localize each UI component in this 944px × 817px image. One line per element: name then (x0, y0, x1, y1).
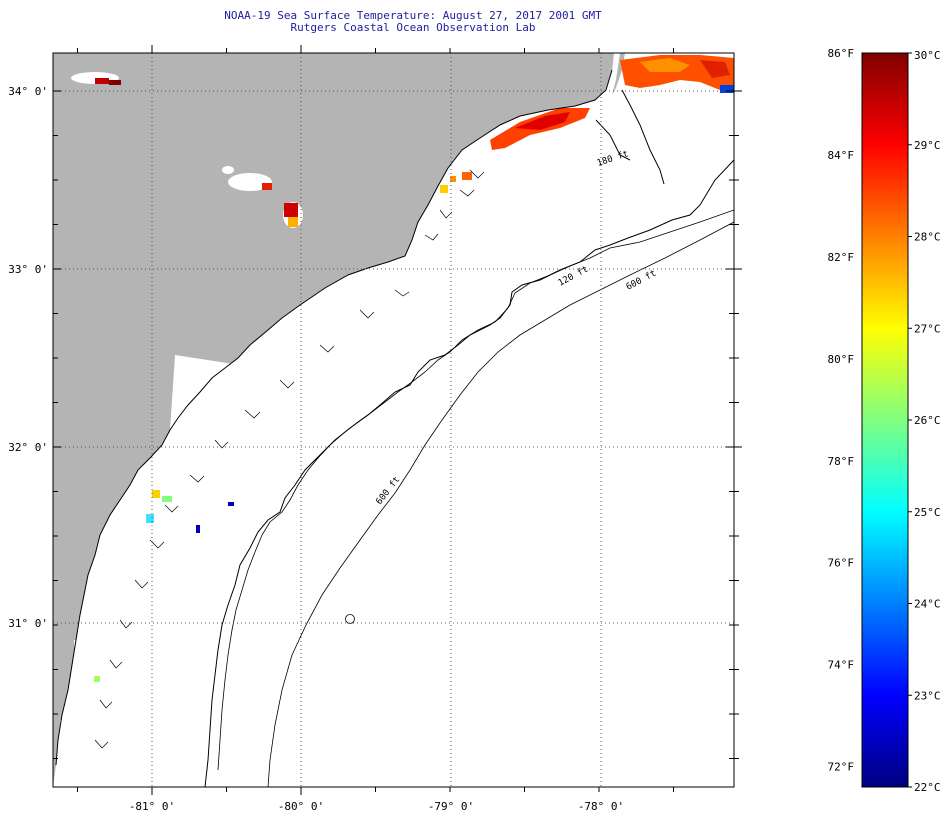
colorbar-gradient (861, 52, 909, 788)
colorbar-c-label: 25°C (914, 506, 941, 519)
contour-600ft (267, 221, 734, 787)
lat-lon-grid (53, 53, 734, 787)
colorbar-c-label: 29°C (914, 139, 941, 152)
lat-labels: 34° 0' 33° 0' 32° 0' 31° 0' (8, 85, 48, 630)
colorbar: 86°F 84°F 82°F 80°F 78°F 76°F 74°F 72°F 30°C 29°… (828, 47, 941, 794)
lat-label-31: 31° 0' (8, 617, 48, 630)
lon-label-80: -80° 0' (278, 800, 324, 813)
contour-120ft (217, 209, 734, 771)
marsh-islands (94, 169, 485, 749)
sst-pixels (94, 55, 734, 682)
colorbar-c-labels: 30°C 29°C 28°C 27°C 26°C 25°C 24°C 23°C 22°C (914, 49, 941, 794)
axis-ticks (53, 45, 742, 795)
colorbar-f-label: 74°F (828, 659, 855, 672)
lon-label-79: -79° 0' (428, 800, 474, 813)
colorbar-f-label: 76°F (828, 557, 855, 570)
coastline (55, 69, 613, 766)
colorbar-c-label: 23°C (914, 689, 941, 702)
colorbar-c-label: 30°C (914, 49, 941, 62)
colorbar-f-label: 86°F (828, 47, 855, 60)
lat-label-33: 33° 0' (8, 263, 48, 276)
colorbar-c-label: 26°C (914, 414, 941, 427)
colorbar-c-label: 24°C (914, 598, 941, 611)
map-subtitle: Rutgers Coastal Ocean Observation Lab (290, 21, 536, 34)
map-title: NOAA-19 Sea Surface Temperature: August … (224, 9, 602, 22)
colorbar-c-label: 27°C (914, 322, 941, 335)
colorbar-f-labels: 86°F 84°F 82°F 80°F 78°F 76°F 74°F 72°F (828, 47, 855, 774)
colorbar-f-label: 80°F (828, 353, 855, 366)
lon-label-81: -81° 0' (129, 800, 175, 813)
lat-label-34: 34° 0' (8, 85, 48, 98)
colorbar-f-label: 72°F (828, 761, 855, 774)
map-frame (52, 52, 735, 788)
colorbar-f-label: 84°F (828, 149, 855, 162)
lon-labels: -81° 0' -80° 0' -79° 0' -78° 0' (129, 800, 624, 813)
colorbar-c-label: 28°C (914, 231, 941, 244)
colorbar-c-label: 22°C (914, 781, 941, 794)
lat-label-32: 32° 0' (8, 441, 48, 454)
lon-label-78: -78° 0' (578, 800, 624, 813)
land-area (53, 53, 614, 787)
colorbar-f-label: 78°F (828, 455, 855, 468)
colorbar-f-label: 82°F (828, 251, 855, 264)
